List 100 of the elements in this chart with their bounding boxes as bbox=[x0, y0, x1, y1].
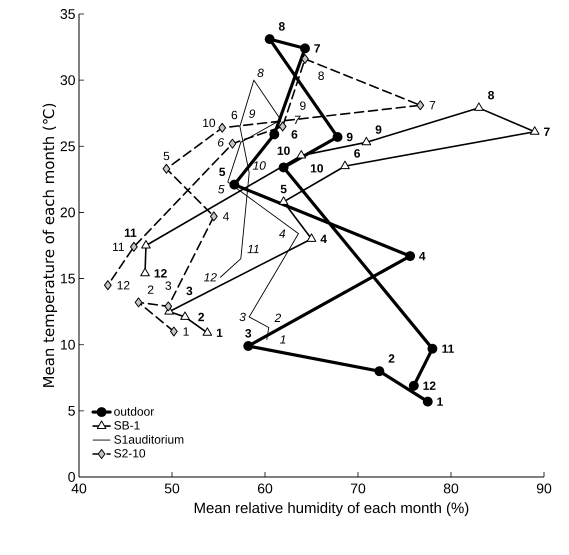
annotation: 4 bbox=[222, 212, 229, 221]
y-tick-label: 20 bbox=[60, 207, 75, 218]
annotation: 1 bbox=[280, 335, 286, 344]
point bbox=[228, 138, 236, 149]
point bbox=[134, 297, 142, 308]
annotation: 7 bbox=[294, 116, 301, 124]
annotation: 5 bbox=[280, 184, 287, 194]
x-tick-label: 50 bbox=[164, 483, 180, 494]
point bbox=[278, 162, 289, 172]
point bbox=[162, 164, 170, 174]
point bbox=[218, 122, 226, 133]
annotation: 6 bbox=[354, 149, 360, 158]
point bbox=[405, 251, 416, 262]
annotation: 12 bbox=[154, 269, 167, 278]
annotation: 1 bbox=[437, 397, 443, 406]
annotation: 8 bbox=[278, 22, 285, 31]
annotation: 9 bbox=[300, 101, 306, 110]
annotation: 11 bbox=[113, 242, 124, 251]
point bbox=[278, 196, 288, 205]
annotation: 3 bbox=[165, 281, 172, 290]
point bbox=[269, 129, 280, 140]
annotation: 12 bbox=[118, 281, 130, 290]
point bbox=[306, 233, 316, 242]
point bbox=[180, 311, 190, 320]
y-tick-label: 10 bbox=[61, 340, 75, 350]
point bbox=[422, 396, 433, 407]
annotation: 3 bbox=[240, 312, 246, 322]
legend-label: outdoor bbox=[114, 406, 154, 416]
annotation: 2 bbox=[274, 314, 282, 322]
annotation: 2 bbox=[198, 312, 204, 322]
point bbox=[300, 43, 310, 54]
point bbox=[362, 136, 372, 146]
annotation: 6 bbox=[292, 130, 298, 139]
annotation: 4 bbox=[419, 252, 426, 260]
annotation: 5 bbox=[218, 185, 224, 194]
point bbox=[340, 160, 350, 170]
point bbox=[202, 327, 212, 336]
x-tick-label: 40 bbox=[72, 483, 86, 494]
annotation: 8 bbox=[318, 71, 324, 80]
y-axis-title: Mean temperature of each month (℃) bbox=[42, 104, 58, 387]
annotation: 2 bbox=[388, 354, 394, 363]
point bbox=[104, 280, 112, 290]
annotation: 7 bbox=[314, 44, 320, 53]
x-tick-label: 70 bbox=[350, 483, 366, 494]
x-tick-label: 80 bbox=[444, 483, 458, 494]
annotation: 8 bbox=[488, 90, 494, 100]
x-axis-title: Mean relative humidity of each month (%) bbox=[194, 502, 468, 516]
annotation: 4 bbox=[279, 229, 286, 238]
point bbox=[301, 54, 309, 64]
y-tick-label: 5 bbox=[68, 406, 75, 416]
annotation: 12 bbox=[423, 382, 436, 390]
y-tick-label: 35 bbox=[60, 9, 75, 19]
annotation: 7 bbox=[544, 128, 550, 136]
annotation: 10 bbox=[310, 164, 323, 173]
point bbox=[140, 268, 150, 276]
annotation: 10 bbox=[203, 118, 216, 128]
point bbox=[416, 100, 424, 110]
point bbox=[130, 242, 138, 252]
point bbox=[141, 240, 151, 248]
legend-label: SB-1 bbox=[114, 421, 140, 430]
legend-label: S1auditorium bbox=[114, 434, 184, 444]
x-tick-label: 90 bbox=[536, 483, 552, 494]
annotation: 10 bbox=[278, 146, 290, 155]
annotation: 7 bbox=[430, 101, 436, 110]
y-tick-label: 30 bbox=[60, 75, 75, 86]
annotation: 6 bbox=[218, 138, 224, 147]
y-tick-label: 0 bbox=[68, 472, 75, 482]
annotation: 1 bbox=[184, 327, 189, 336]
annotation: 11 bbox=[124, 228, 136, 237]
point bbox=[427, 344, 438, 354]
point bbox=[170, 326, 178, 336]
annotation: 1 bbox=[216, 328, 222, 337]
point bbox=[530, 126, 540, 135]
point bbox=[164, 301, 172, 312]
annotation: 3 bbox=[186, 286, 192, 296]
point bbox=[474, 102, 484, 111]
annotation: 2 bbox=[148, 285, 154, 294]
annotation: 6 bbox=[232, 110, 238, 120]
point bbox=[332, 132, 343, 142]
annotation: 12 bbox=[204, 273, 217, 282]
point bbox=[374, 366, 384, 376]
x-tick-label: 60 bbox=[258, 483, 272, 494]
annotation: 5 bbox=[219, 168, 226, 176]
annotation: 5 bbox=[164, 152, 170, 160]
legend-label: S2-10 bbox=[114, 449, 146, 458]
point bbox=[264, 34, 275, 44]
annotation: 9 bbox=[346, 132, 353, 142]
annotation: 11 bbox=[442, 344, 454, 353]
annotation: 9 bbox=[376, 125, 382, 134]
y-tick-label: 15 bbox=[61, 274, 75, 284]
annotation: 3 bbox=[245, 329, 252, 338]
point bbox=[229, 180, 240, 190]
annotation: 8 bbox=[257, 68, 264, 78]
annotation: 10 bbox=[252, 161, 266, 170]
point bbox=[278, 121, 287, 132]
point bbox=[408, 380, 419, 391]
point bbox=[243, 341, 254, 352]
point bbox=[296, 150, 306, 159]
point bbox=[210, 211, 218, 222]
annotation: 9 bbox=[249, 109, 256, 118]
